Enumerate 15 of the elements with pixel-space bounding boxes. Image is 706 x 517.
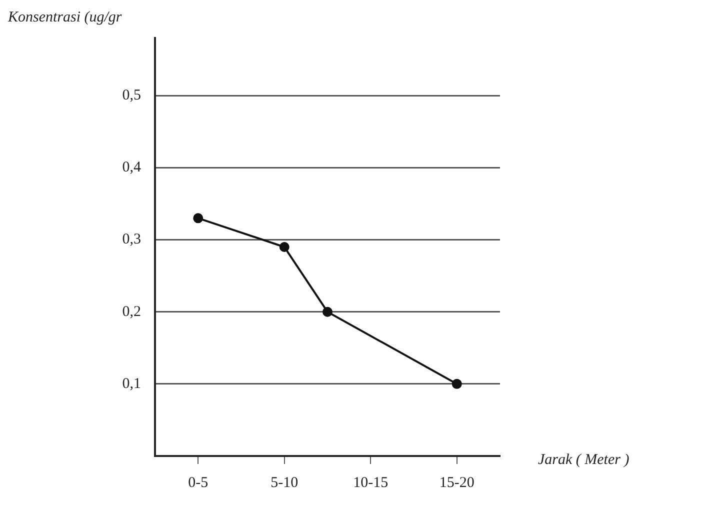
point <box>193 213 204 224</box>
x-tick-label: 15-20 <box>439 474 474 491</box>
x-axis-title: Jarak ( Meter ) <box>538 452 630 468</box>
y-tick-label: 0,5 <box>122 88 141 104</box>
x-tick-label: 10-15 <box>353 474 388 491</box>
x-tick-label: 5-10 <box>270 474 298 491</box>
y-tick-label: 0,2 <box>122 304 141 320</box>
y-tick-label: 0,4 <box>122 160 142 176</box>
point <box>279 242 290 252</box>
point <box>322 306 332 317</box>
y-tick-label: 0,1 <box>122 376 141 392</box>
x-tick-label: 0-5 <box>188 474 208 491</box>
y-tick-label: 0,3 <box>122 232 141 248</box>
point <box>452 378 462 389</box>
y-axis-title: Konsentrasi (ug/gr <box>7 9 122 26</box>
